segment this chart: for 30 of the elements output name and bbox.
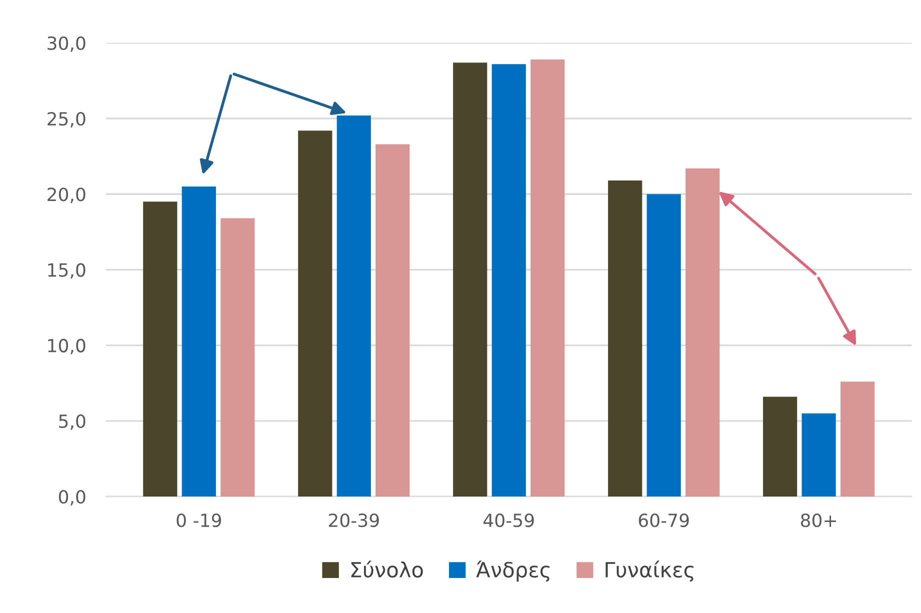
x-tick-label: 80+ xyxy=(800,514,836,528)
bar xyxy=(530,60,565,497)
bar xyxy=(336,115,371,497)
bar xyxy=(608,180,642,497)
y-tick-label: 20,0 xyxy=(48,188,86,204)
bar xyxy=(220,218,255,497)
y-tick-label: 10,0 xyxy=(48,338,86,354)
bar xyxy=(143,202,178,497)
bar xyxy=(840,382,875,497)
bar xyxy=(182,186,216,497)
bar xyxy=(686,168,720,497)
x-tick-label: 20-39 xyxy=(328,514,379,528)
bar xyxy=(492,64,526,497)
legend-label: Σύνολο xyxy=(351,560,423,578)
y-tick-label: 15,0 xyxy=(48,263,86,279)
bar xyxy=(376,144,410,497)
bar xyxy=(802,413,836,497)
y-tick-label: 5,0 xyxy=(59,414,86,430)
bar xyxy=(646,194,681,497)
legend-label: Γυναίκες xyxy=(606,560,694,582)
y-tick-label: 30,0 xyxy=(48,36,86,52)
y-tick-label: 0,0 xyxy=(58,490,86,506)
bar xyxy=(453,62,488,497)
x-tick-label: 0 -19 xyxy=(176,514,221,528)
x-tick-label: 60-79 xyxy=(638,514,689,528)
x-tick-label: 40-59 xyxy=(484,514,534,528)
legend-label: Άνδρες xyxy=(476,560,550,582)
bar xyxy=(763,396,798,497)
y-tick-label: 25,0 xyxy=(48,112,86,128)
bar xyxy=(298,130,332,497)
